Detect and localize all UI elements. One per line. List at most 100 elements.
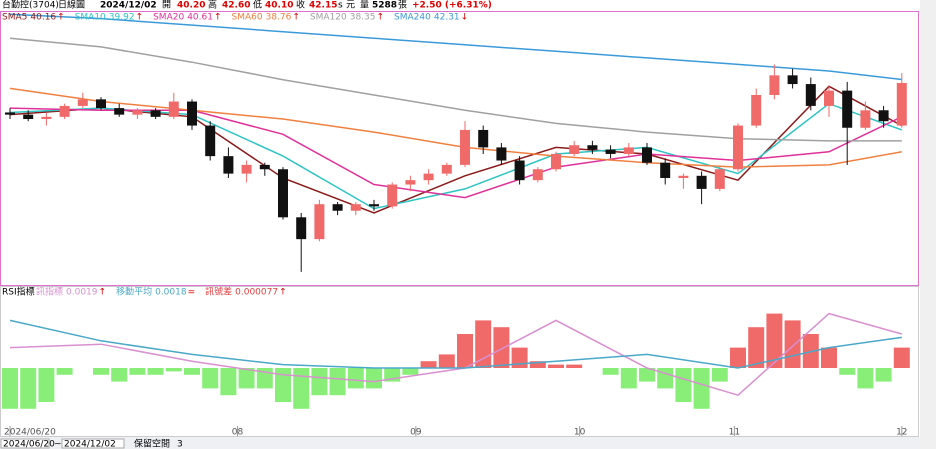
end: 2024/12/02 <box>64 440 116 449</box>
x-tick-label: 12 <box>896 428 907 438</box>
symbol: 台勤控(3704) <box>2 0 59 11</box>
legend-name: 訊號差 <box>205 286 232 298</box>
legend-value: 38.76 <box>266 13 292 23</box>
hist-bar <box>766 313 783 368</box>
main-frame <box>0 11 919 286</box>
legend-arrow: = <box>188 288 196 298</box>
hist-bar <box>620 368 637 389</box>
hist-bar <box>602 368 619 375</box>
unit: 元 <box>346 1 355 11</box>
close: 42.15 <box>309 1 337 11</box>
space: 3 <box>177 440 183 449</box>
hist-bar <box>93 368 109 375</box>
hist-bar <box>129 368 146 375</box>
candle-body <box>259 164 270 170</box>
legend-name: SMA240 <box>394 13 431 23</box>
hist-bar <box>457 334 473 368</box>
hist-bar <box>293 368 310 409</box>
candle-body <box>733 125 743 170</box>
candle-body <box>642 147 652 163</box>
hist-bar <box>711 368 728 382</box>
hist-bar <box>639 368 655 382</box>
candle-body <box>369 204 379 207</box>
candle-body <box>205 125 216 157</box>
legend-name: SMA5 <box>2 13 27 23</box>
legend-arrow: ↑ <box>214 13 222 23</box>
end-input[interactable] <box>61 438 125 449</box>
x-tick-label: 08 <box>232 428 244 438</box>
candle-body <box>623 147 634 154</box>
candle-body <box>423 173 434 181</box>
legend-value: 0.0019 <box>66 288 98 298</box>
legend-value: 0.0018 <box>155 288 187 298</box>
legend-value: 38.35 <box>350 13 376 23</box>
hist-bar <box>566 364 583 368</box>
hist-bar <box>529 361 546 368</box>
candle-body <box>587 145 598 150</box>
candle-body <box>114 108 125 115</box>
hist-bar <box>821 347 837 368</box>
candle-body <box>278 169 288 218</box>
legend-name: SMA20 <box>153 13 184 23</box>
x-tick-label: 10 <box>574 428 586 438</box>
hist-bar <box>420 361 437 368</box>
candle-body <box>569 145 580 154</box>
legend-name: 移動平均 <box>116 286 152 298</box>
candle-body <box>77 99 88 106</box>
hist-bar <box>748 327 765 368</box>
candle-body <box>241 164 252 174</box>
hist-bar <box>111 368 128 382</box>
legend-arrow: ↑ <box>99 288 107 298</box>
hist-bar <box>548 364 564 368</box>
sep: ~ <box>54 440 62 449</box>
candle-body <box>460 129 470 165</box>
start-input[interactable] <box>0 438 50 449</box>
hist-bar <box>875 368 892 382</box>
candle-body <box>405 180 416 185</box>
hist-bar <box>220 368 237 396</box>
candle-body <box>332 204 343 211</box>
legend-name: 訊指標 <box>36 286 63 298</box>
high: 42.60 <box>222 1 250 11</box>
legend-value: 42.31 <box>434 13 460 23</box>
space-label: 保留空間 <box>134 438 170 449</box>
candle-body <box>896 82 907 126</box>
hist-bar <box>2 368 18 409</box>
candle-body <box>350 204 361 211</box>
candle-body <box>532 169 543 181</box>
ma-line <box>9 319 902 369</box>
hist-bar <box>56 368 73 375</box>
hist-bar <box>147 368 164 375</box>
ma-line <box>9 102 903 210</box>
candle-body <box>769 75 780 95</box>
legend-arrow: ↑ <box>57 13 65 23</box>
candle-body <box>187 101 197 126</box>
toolbar <box>0 437 920 449</box>
low-label: 低 <box>253 0 262 11</box>
legend-arrow: ↑ <box>136 13 144 23</box>
hist-bar <box>238 368 255 389</box>
x-tick-label: 09 <box>410 428 422 438</box>
candle-body <box>514 160 525 181</box>
close-flag: s <box>338 1 343 11</box>
candle-body <box>96 99 106 109</box>
legend-arrow: ↑ <box>377 13 385 23</box>
hist-bar <box>311 368 328 396</box>
candle-body <box>5 112 15 115</box>
legend-arrow: ↑ <box>292 13 300 23</box>
candle-body <box>714 169 725 189</box>
volume-unit: 張 <box>398 0 407 11</box>
panel-title: RSI指標 <box>2 286 35 298</box>
hist-bar <box>347 368 364 389</box>
candle-body <box>678 175 689 178</box>
candle-body <box>496 147 507 161</box>
candle-body <box>660 162 671 178</box>
scrollbar[interactable] <box>920 0 936 449</box>
ma-line <box>9 107 903 199</box>
legend-arrow: ↓ <box>461 13 469 23</box>
candle-body <box>223 156 234 174</box>
candle-body <box>478 129 489 148</box>
hist-bar <box>784 320 801 368</box>
